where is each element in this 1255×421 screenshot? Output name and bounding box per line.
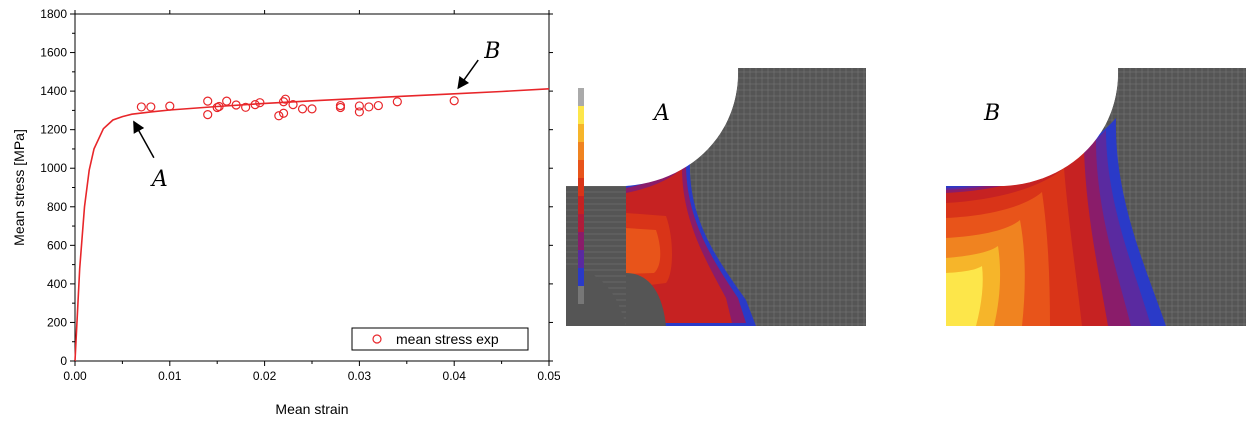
y-tick-label: 800 xyxy=(47,200,67,214)
scale-swatch xyxy=(578,178,584,196)
data-point xyxy=(146,102,156,112)
fem-contour-panel-a: A xyxy=(566,68,866,326)
data-point xyxy=(297,104,308,114)
data-point xyxy=(274,111,284,121)
x-tick-label: 0.01 xyxy=(158,369,182,383)
data-point xyxy=(278,108,289,118)
y-tick-label: 1200 xyxy=(40,123,67,137)
y-tick-label: 1800 xyxy=(40,7,67,21)
annotation-arrow-b xyxy=(457,59,479,90)
data-point xyxy=(280,94,291,104)
contour-bands xyxy=(566,160,756,326)
scale-swatch xyxy=(578,196,584,214)
plot-area xyxy=(74,13,550,362)
y-tick-label: 0 xyxy=(60,354,67,368)
x-tick-label: 0.05 xyxy=(537,369,560,383)
fem-panel-label: B xyxy=(983,101,1000,126)
y-tick-label: 200 xyxy=(47,315,67,329)
y-tick-label: 1600 xyxy=(40,46,67,60)
scale-swatch xyxy=(578,214,584,232)
x-tick-label: 0.02 xyxy=(253,369,277,383)
fem-panel-label: A xyxy=(652,101,670,126)
y-tick-label: 600 xyxy=(47,238,67,252)
annotation-label-a: A xyxy=(150,167,168,192)
data-point xyxy=(222,96,232,106)
scale-swatch xyxy=(578,160,584,178)
y-tick-label: 400 xyxy=(47,277,67,291)
plot-frame xyxy=(74,13,550,362)
legend-label: mean stress exp xyxy=(396,331,499,347)
hole-overlay xyxy=(946,68,1118,186)
data-point xyxy=(335,102,346,113)
contour-bands xyxy=(946,118,1166,326)
x-tick-label: 0.04 xyxy=(443,369,467,383)
scale-swatch xyxy=(578,106,584,124)
curve-line xyxy=(74,88,550,362)
legend-marker xyxy=(372,334,382,344)
scale-swatch xyxy=(578,124,584,142)
stress-strain-chart: 0.00 0.01 0.02 0.03 0.04 0.05 0 200 400 600 800 100… xyxy=(11,7,560,417)
contour-color-scale xyxy=(578,88,584,304)
data-point xyxy=(255,98,265,108)
data-point xyxy=(278,97,289,107)
fem-contour-panel-b: B xyxy=(946,68,1246,326)
data-point xyxy=(250,100,260,110)
data-point xyxy=(354,107,364,117)
data-point xyxy=(364,102,374,112)
scale-swatch xyxy=(578,142,584,160)
data-point xyxy=(136,102,146,112)
data-point xyxy=(165,101,175,111)
scatter-points xyxy=(136,94,459,121)
data-point xyxy=(449,96,459,106)
data-point xyxy=(373,100,383,111)
legend: mean stress exp xyxy=(351,327,529,351)
y-axis-title: Mean stress [MPa] xyxy=(11,129,27,246)
legend-box xyxy=(351,327,529,351)
x-tick-label: 0.00 xyxy=(63,369,87,383)
scale-swatch xyxy=(578,286,584,304)
x-axis-title: Mean strain xyxy=(275,401,348,417)
y-tick-label: 1000 xyxy=(40,161,67,175)
data-point xyxy=(214,101,224,112)
scale-swatch xyxy=(578,88,584,106)
data-point xyxy=(354,101,364,111)
annotations: AB xyxy=(133,39,500,192)
annotation-arrow-a xyxy=(133,120,155,159)
scale-swatch xyxy=(578,232,584,250)
data-point xyxy=(203,110,213,120)
y-tick-label: 1400 xyxy=(40,84,67,98)
data-point xyxy=(288,100,298,110)
scale-swatch xyxy=(578,250,584,268)
scale-swatch xyxy=(578,268,584,286)
fitted-curve xyxy=(74,88,550,362)
x-tick-label: 0.03 xyxy=(348,369,372,383)
annotation-label-b: B xyxy=(483,39,500,64)
data-point xyxy=(241,102,251,112)
data-point xyxy=(392,97,402,107)
hole-overlay xyxy=(566,68,738,186)
data-point xyxy=(203,96,213,106)
data-point xyxy=(307,104,317,114)
data-point xyxy=(231,100,241,110)
axes: 0.00 0.01 0.02 0.03 0.04 0.05 0 200 400 600 800 100… xyxy=(40,7,560,383)
